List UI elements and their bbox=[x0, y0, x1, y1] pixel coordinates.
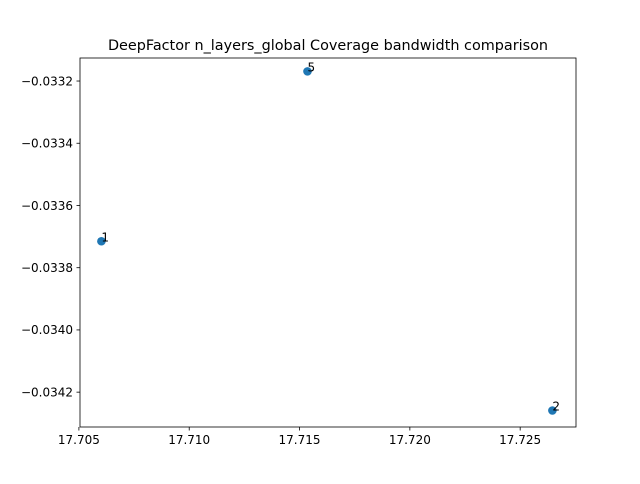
y-tick-label: −0.0340 bbox=[21, 323, 73, 337]
y-tick-label: −0.0332 bbox=[21, 74, 73, 88]
x-tick-label: 17.720 bbox=[389, 433, 431, 447]
data-point bbox=[303, 67, 312, 76]
plot-area: 17.705 17.710 17.715 17.720 17.725 −0.0332 −0.… bbox=[21, 57, 577, 447]
y-tick-label: −0.0342 bbox=[21, 385, 73, 399]
data-point-label: 2 bbox=[552, 400, 560, 414]
y-tick-label: −0.0336 bbox=[21, 199, 73, 213]
data-point-label: 1 bbox=[101, 230, 109, 244]
x-tick-label: 17.705 bbox=[58, 433, 100, 447]
chart-title: DeepFactor n_layers_global Coverage band… bbox=[108, 38, 548, 54]
x-tick-label: 17.725 bbox=[499, 433, 541, 447]
data-point bbox=[97, 236, 106, 246]
data-point bbox=[548, 406, 557, 415]
axes-frame bbox=[79, 57, 577, 428]
x-tick-label: 17.710 bbox=[168, 433, 210, 447]
x-tick-label: 17.715 bbox=[279, 433, 321, 447]
y-tick-label: −0.0338 bbox=[21, 261, 73, 275]
y-tick-label: −0.0334 bbox=[21, 137, 73, 151]
data-point-label: 5 bbox=[307, 60, 315, 74]
